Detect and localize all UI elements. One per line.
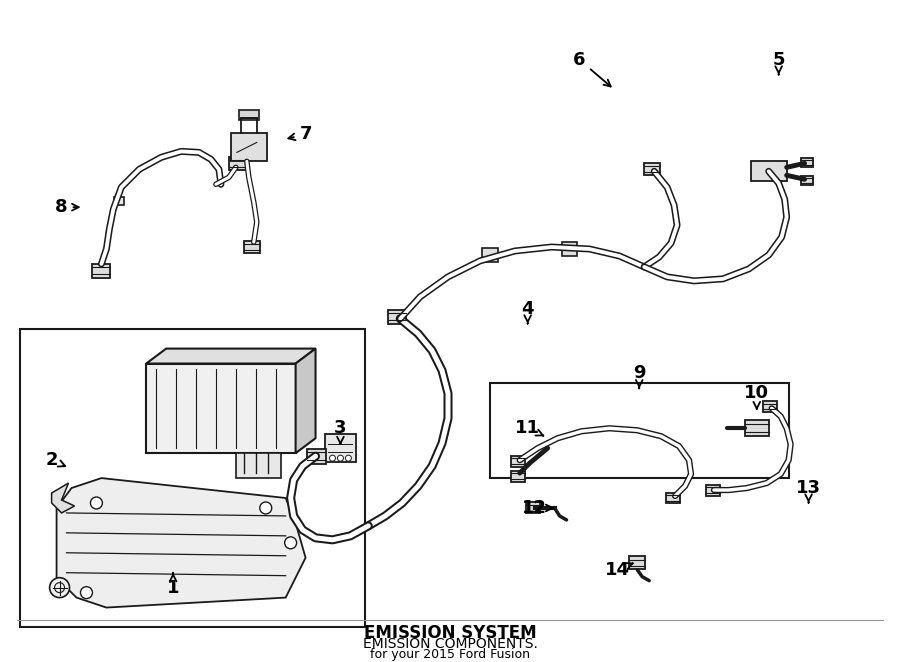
Text: 13: 13 (796, 479, 821, 502)
Bar (644, 164, 661, 175)
Bar (231, 134, 266, 162)
Text: 1: 1 (166, 573, 179, 596)
Bar (745, 420, 769, 436)
Text: 10: 10 (744, 385, 770, 409)
Bar (562, 242, 578, 256)
Text: EMISSION COMPONENTS.: EMISSION COMPONENTS. (363, 638, 537, 651)
Bar (511, 471, 525, 481)
Bar (482, 248, 498, 262)
Circle shape (329, 455, 336, 461)
Bar (146, 363, 295, 453)
Text: 2: 2 (45, 451, 65, 469)
Bar (388, 310, 406, 324)
Polygon shape (57, 478, 306, 608)
Bar (20, 328, 365, 628)
Bar (666, 493, 680, 504)
Text: 3: 3 (334, 419, 346, 444)
Text: for your 2015 Ford Fusion: for your 2015 Ford Fusion (370, 648, 530, 661)
Bar (801, 158, 813, 167)
Bar (629, 556, 645, 569)
Polygon shape (146, 349, 316, 363)
Circle shape (346, 455, 351, 461)
Text: 8: 8 (55, 198, 78, 216)
Bar (93, 264, 111, 278)
Text: 14: 14 (605, 561, 633, 579)
Text: EMISSION SYSTEM: EMISSION SYSTEM (364, 624, 536, 642)
Bar (325, 434, 356, 462)
Polygon shape (51, 483, 75, 513)
Bar (244, 241, 260, 253)
Text: 6: 6 (573, 51, 611, 87)
Bar (751, 162, 787, 181)
Circle shape (50, 578, 69, 598)
Text: 7: 7 (288, 126, 311, 144)
Circle shape (338, 455, 344, 461)
Text: 5: 5 (772, 51, 785, 74)
Text: 4: 4 (521, 300, 534, 323)
Bar (762, 401, 777, 412)
Bar (706, 485, 720, 496)
Bar (238, 109, 259, 120)
Bar (801, 176, 813, 185)
Bar (490, 383, 788, 478)
Bar (526, 502, 540, 514)
Bar (511, 455, 525, 467)
Text: 12: 12 (522, 499, 554, 517)
Circle shape (90, 497, 103, 509)
Text: 11: 11 (515, 419, 544, 438)
Bar (114, 197, 124, 205)
Polygon shape (295, 349, 316, 453)
Circle shape (260, 502, 272, 514)
Text: 9: 9 (633, 365, 645, 388)
Bar (236, 453, 281, 478)
Bar (229, 157, 247, 170)
Bar (307, 449, 327, 463)
Circle shape (284, 537, 297, 549)
Circle shape (80, 587, 93, 598)
